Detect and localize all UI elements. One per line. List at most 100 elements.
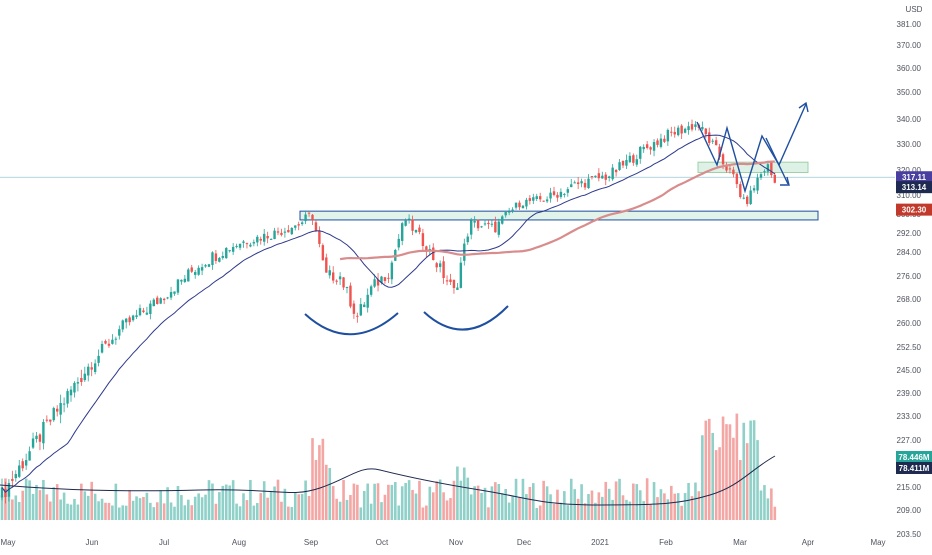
volume-bar — [52, 487, 56, 520]
candle-body — [73, 382, 76, 393]
price-tick-label: 340.00 — [897, 115, 922, 124]
candle-body — [332, 272, 335, 281]
volume-bar — [121, 505, 125, 520]
candle-body — [128, 317, 131, 323]
candle-body — [407, 218, 411, 220]
volume-bar — [480, 492, 483, 520]
candle-body — [352, 303, 356, 314]
volume-bar — [311, 438, 314, 520]
candle-body — [642, 146, 645, 150]
volume-bar — [469, 494, 473, 520]
candle-body — [652, 142, 656, 151]
volume-bar — [45, 494, 49, 520]
candle-body — [56, 408, 59, 412]
volume-bar — [763, 485, 766, 520]
candle-body — [338, 276, 342, 280]
volume-bar — [328, 467, 332, 520]
candle-body — [369, 286, 373, 295]
volume-bar — [218, 492, 221, 520]
candle-body — [459, 262, 463, 288]
candle-body — [376, 279, 380, 286]
price-tick-label: 203.50 — [897, 530, 922, 539]
volume-bar — [438, 479, 442, 520]
candle-body — [763, 171, 766, 173]
candle-body — [570, 184, 573, 188]
volume-bar — [31, 493, 35, 520]
volume-bar — [649, 504, 652, 520]
candle-body — [711, 140, 714, 142]
volume-bar — [525, 494, 528, 520]
volume-bar — [142, 496, 145, 520]
volume-bar — [711, 432, 714, 520]
volume-bar — [349, 495, 352, 520]
candle-body — [421, 233, 425, 247]
candle-body — [383, 277, 387, 281]
candle-body — [87, 366, 90, 376]
volume-bar — [563, 491, 566, 520]
volume-bar — [17, 501, 21, 520]
volume-bar — [373, 483, 376, 520]
volume-bar — [228, 485, 231, 520]
candle-body — [580, 181, 583, 184]
volume-bar — [180, 495, 183, 520]
candle-body — [187, 269, 190, 282]
price-tick-label: 350.00 — [897, 88, 922, 97]
volume-bar — [69, 504, 73, 520]
up-arrow-head — [798, 101, 809, 113]
volume-bar — [418, 480, 421, 520]
candle-body — [756, 177, 759, 191]
time-axis[interactable]: May Jun Jul Aug Sep Oct Nov Dec 2021 Feb Mar Apr May — [0, 538, 885, 547]
volume-bar — [638, 490, 642, 520]
candle-body — [649, 147, 652, 150]
volume-bar — [732, 437, 735, 520]
price-tag-box — [896, 181, 932, 194]
volume-bar — [297, 494, 300, 520]
moving-averages-layer — [0, 134, 776, 506]
candle-body — [576, 182, 580, 185]
candle-body — [14, 474, 17, 479]
volume-bar — [659, 489, 663, 520]
volume-bar — [86, 495, 90, 520]
volume-bar — [273, 486, 276, 520]
volume-bar — [259, 493, 263, 520]
volume-bar — [252, 505, 256, 520]
candle-body — [497, 221, 500, 235]
volume-bar — [111, 505, 114, 520]
candle-body — [152, 299, 155, 307]
candle-body — [656, 140, 659, 145]
volume-bar — [628, 501, 632, 520]
candle-body — [542, 200, 545, 202]
candle-body — [31, 438, 35, 448]
volume-bar — [300, 493, 304, 520]
candle-body — [283, 231, 287, 233]
volume-bar — [663, 493, 666, 520]
volume-bar — [114, 483, 118, 520]
volume-bar — [728, 424, 732, 520]
volume-bar — [59, 499, 62, 520]
candle-body — [438, 263, 442, 267]
candle-body — [225, 247, 228, 259]
volume-bar — [366, 483, 369, 520]
candle-body — [445, 280, 449, 282]
volume-bar — [742, 422, 746, 520]
candle-body — [207, 264, 211, 267]
volume-bar — [580, 484, 583, 520]
volume-bar — [435, 481, 438, 520]
volume-ma-line — [0, 455, 776, 506]
volume-bar — [652, 482, 656, 520]
candle-body — [552, 191, 556, 195]
candle-body — [456, 287, 459, 290]
candle-body — [466, 236, 469, 243]
candle-body — [83, 373, 86, 381]
volume-bar — [466, 477, 470, 520]
volume-bar — [514, 478, 518, 520]
candle-body — [287, 229, 290, 233]
volume-bar — [131, 500, 135, 520]
candle-body — [390, 262, 394, 280]
candle-body — [69, 389, 73, 396]
candle-body — [90, 367, 93, 370]
volume-bar — [476, 485, 480, 520]
price-tag-box — [896, 171, 932, 184]
